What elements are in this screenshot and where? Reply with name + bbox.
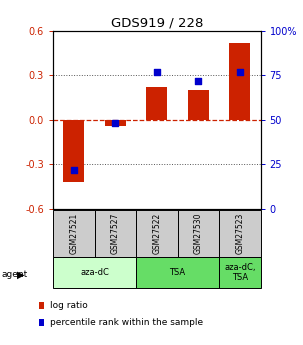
Text: GSM27522: GSM27522 [152, 213, 161, 254]
Bar [229, 43, 250, 120]
Bar [219, 210, 261, 257]
Point [238, 69, 242, 75]
Bar [63, 120, 84, 182]
Text: agent: agent [2, 270, 28, 279]
Text: log ratio: log ratio [50, 301, 88, 310]
Text: GSM27523: GSM27523 [235, 213, 244, 254]
Text: GSM27530: GSM27530 [194, 213, 203, 255]
Bar [146, 87, 167, 120]
Bar [136, 210, 178, 257]
Bar [53, 210, 95, 257]
Text: ▶: ▶ [17, 269, 24, 279]
Bar [188, 90, 209, 120]
Bar [95, 210, 136, 257]
Text: aza-dC: aza-dC [80, 268, 109, 277]
Bar [105, 120, 126, 126]
Text: percentile rank within the sample: percentile rank within the sample [50, 318, 203, 327]
Title: GDS919 / 228: GDS919 / 228 [111, 17, 203, 30]
Point [196, 78, 201, 83]
Text: GSM27527: GSM27527 [111, 213, 120, 254]
Point [72, 167, 76, 172]
Text: aza-dC,
TSA: aza-dC, TSA [224, 263, 255, 282]
Bar [219, 257, 261, 288]
Point [113, 121, 118, 126]
Bar [178, 210, 219, 257]
Text: TSA: TSA [169, 268, 186, 277]
Bar [53, 257, 136, 288]
Point [155, 69, 159, 75]
Text: GSM27521: GSM27521 [69, 213, 78, 254]
Bar [136, 257, 219, 288]
